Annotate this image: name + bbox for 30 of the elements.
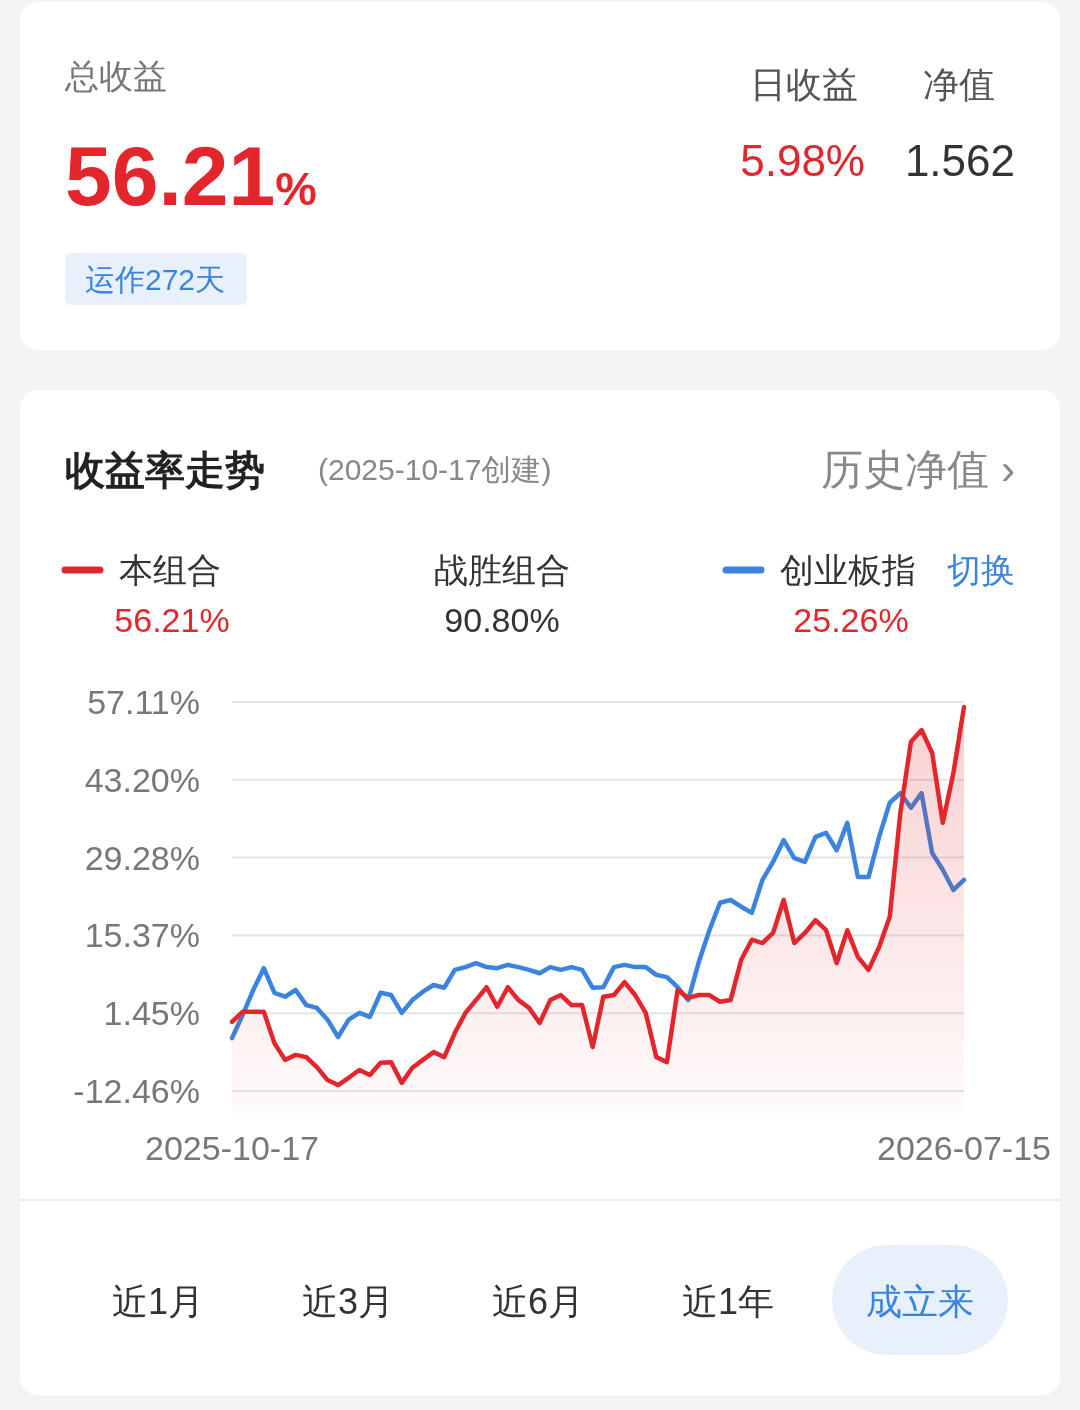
text: 90.80% bbox=[444, 601, 560, 639]
text: 近1月 bbox=[111, 1281, 205, 1322]
x-tick-label: 2026-07-15 bbox=[877, 1129, 1051, 1167]
legend-label: 本组合 bbox=[119, 551, 221, 589]
legend-label: 创业板指 bbox=[780, 551, 916, 589]
text: 战胜组合 bbox=[434, 551, 570, 589]
y-tick-label: 1.45% bbox=[103, 994, 200, 1033]
text: 切换 bbox=[947, 551, 1015, 589]
y-tick-label: 29.28% bbox=[84, 838, 200, 877]
chart-subtitle: (2025-10-17创建) bbox=[318, 453, 552, 486]
text: 25.26% bbox=[793, 601, 909, 639]
y-tick-label: 43.20% bbox=[84, 760, 200, 799]
y-tick-label: -12.46% bbox=[73, 1072, 200, 1110]
text: 56.21% bbox=[65, 129, 317, 223]
y-tick-label: 57.11% bbox=[87, 683, 200, 721]
y-tick-label: 15.37% bbox=[84, 916, 200, 955]
text: 总收益 bbox=[64, 57, 167, 95]
text: 5.98% bbox=[740, 136, 865, 185]
text: 历史净值 › bbox=[821, 446, 1015, 493]
text: 运作272天 bbox=[85, 263, 226, 296]
text: 近6月 bbox=[491, 1281, 585, 1322]
x-tick-label: 2025-10-17 bbox=[145, 1129, 319, 1167]
text: 净值 bbox=[923, 64, 995, 105]
text: 56.21% bbox=[114, 601, 230, 639]
text: 近3月 bbox=[301, 1281, 395, 1322]
text: 成立来 bbox=[866, 1281, 974, 1322]
text: 日收益 bbox=[750, 64, 858, 105]
chart-title: 收益率走势 bbox=[65, 448, 265, 492]
text: 1.562 bbox=[904, 136, 1015, 185]
text: 近1年 bbox=[681, 1281, 775, 1322]
